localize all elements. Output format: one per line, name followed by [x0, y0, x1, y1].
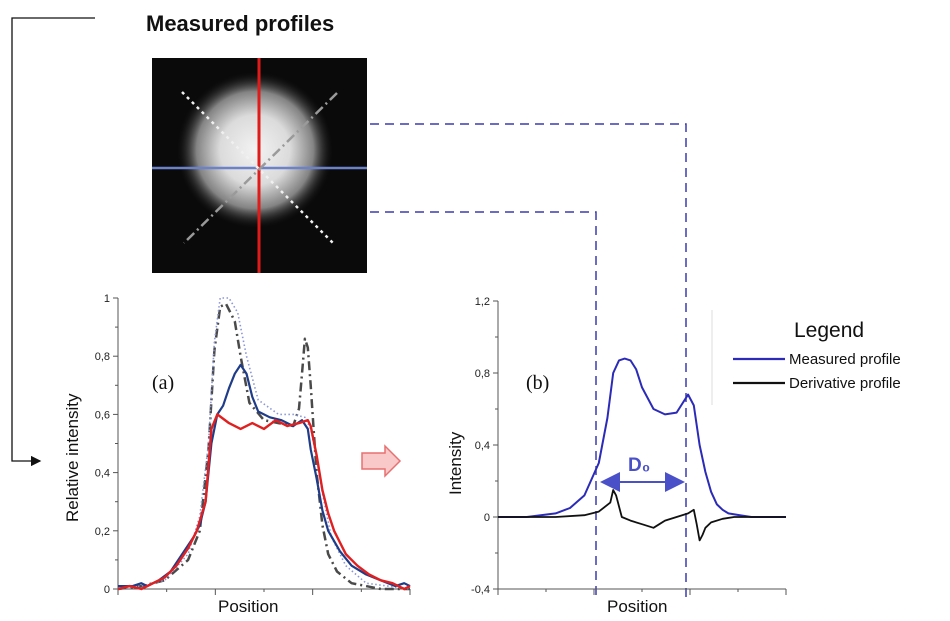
connector-right: [370, 123, 687, 598]
plot-a-ytick-label: 1: [104, 293, 110, 305]
bracket-connector: [11, 17, 95, 467]
plot-a-ytick-label: 0,8: [95, 351, 110, 363]
plot-b-series-derivative: [498, 489, 786, 542]
plot-b-axes: -0,4 0 0,4 0,8 1,2: [471, 296, 787, 596]
d0-annotation: D₀: [628, 455, 650, 476]
plot-b-ytick-label: -0,4: [471, 584, 490, 596]
plot-b-ytick-label: 1,2: [475, 296, 490, 308]
transition-arrow-icon: [361, 444, 402, 478]
plot-b-lines: [498, 357, 786, 542]
diagonal-profile-line-dotted: [181, 91, 336, 246]
legend-item-measured: Measured profile: [789, 351, 901, 368]
legend-item-derivative: Derivative profile: [789, 375, 901, 392]
plot-b-panel-label: (b): [526, 372, 549, 394]
plot-a-ytick-label: 0,6: [95, 409, 110, 421]
plot-b-ytick-label: 0,4: [475, 440, 490, 452]
plot-a-series-blue: [118, 363, 411, 588]
plot-a-lines: [117, 297, 411, 591]
plot-a-series-dashdot: [117, 302, 410, 591]
plot-a-series-red: [117, 413, 411, 591]
plot-a-ytick-label: 0,2: [95, 526, 110, 538]
plot-a-ytick-label: 0,4: [95, 468, 110, 480]
plot-a-axes: 0 0,2 0,4 0,6 0,8 1: [95, 293, 411, 596]
plot-b-series-measured: [498, 357, 786, 518]
plot-b: -0,4 0 0,4 0,8 1,2 (b) Position Intensity D₀…: [446, 296, 901, 616]
legend: Legend Measured profile Derivative profi…: [711, 310, 901, 405]
beam-spot-image: [152, 58, 367, 273]
diagonal-profile-line-dashdot: [183, 92, 338, 244]
plot-b-ytick-label: 0,8: [475, 368, 490, 380]
legend-title: Legend: [794, 319, 864, 342]
connector-left: [370, 211, 597, 598]
plot-a-panel-label: (a): [152, 372, 174, 394]
plot-a-xlabel: Position: [218, 597, 278, 616]
plot-a: 0 0,2 0,4 0,6 0,8 1 (a) Position Relative int…: [63, 293, 411, 616]
figure-title: Measured profiles: [146, 11, 334, 36]
plot-b-ylabel: Intensity: [446, 431, 465, 495]
plot-a-series-dotted: [117, 297, 411, 590]
plot-a-ytick-label: 0: [104, 584, 110, 596]
plot-b-xlabel: Position: [607, 597, 667, 616]
plot-a-ylabel: Relative intensity: [63, 393, 82, 522]
plot-b-ytick-label: 0: [484, 512, 490, 524]
